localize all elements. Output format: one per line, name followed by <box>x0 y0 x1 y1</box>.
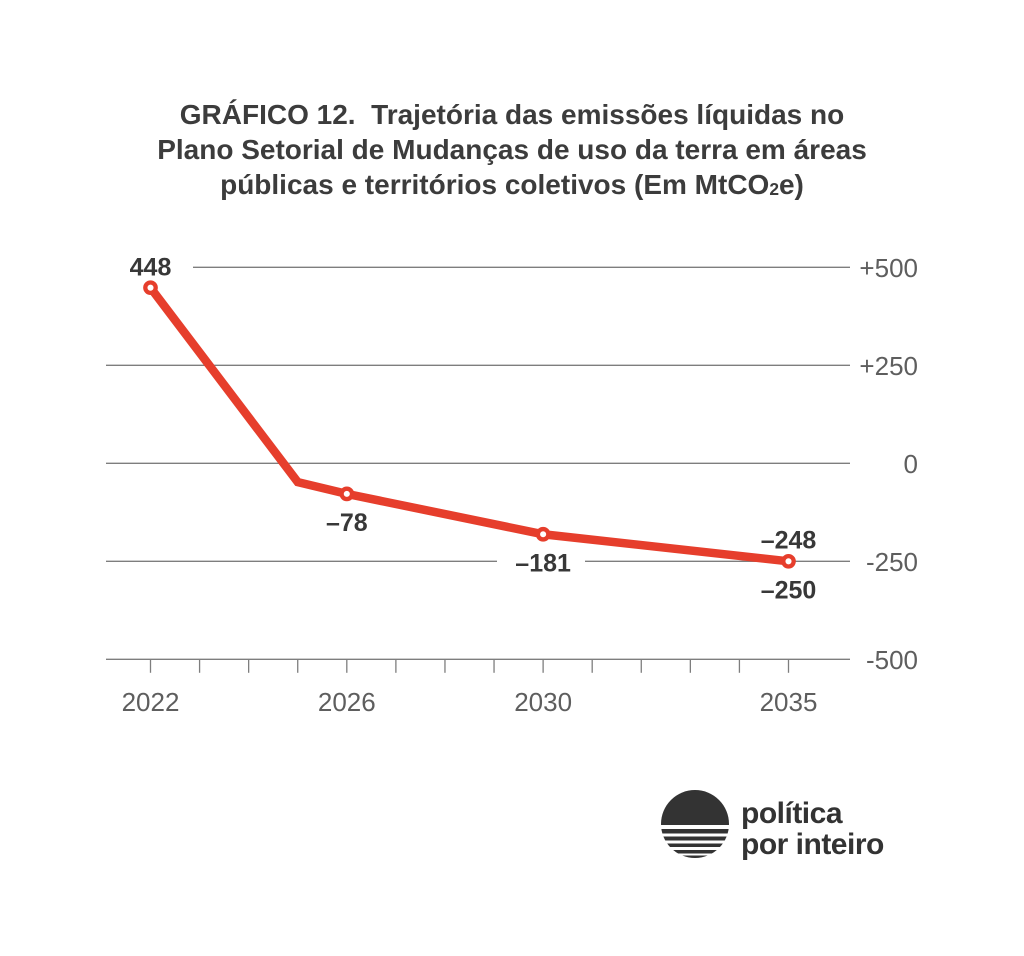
data-point-marker <box>339 486 355 502</box>
data-point-label: –250 <box>761 576 817 604</box>
chart-title-line-1: GRÁFICO 12. Trajetória das emissões líqu… <box>179 99 845 130</box>
data-point-marker <box>535 526 551 542</box>
x-axis-label: 2026 <box>318 687 376 717</box>
data-point-marker <box>781 553 796 569</box>
chart-title: GRÁFICO 12. Trajetória das emissões líqu… <box>0 97 1024 206</box>
x-axis-label: 2022 <box>122 687 180 717</box>
y-axis-label: 0 <box>904 449 918 479</box>
sun-horizon-logo-icon <box>661 790 729 858</box>
y-axis-label: +500 <box>859 253 918 283</box>
data-point-marker <box>143 280 158 296</box>
y-axis-label: +250 <box>859 351 918 381</box>
data-point-label: –78 <box>326 509 368 537</box>
data-point-label: 448 <box>130 254 172 282</box>
logo-wordmark-line-2: por inteiro <box>741 828 884 861</box>
chart-title-line-3-prefix: públicas e territórios coletivos (Em MtC… <box>220 169 770 200</box>
logo-wordmark-line-1: política <box>741 797 843 830</box>
emissions-line <box>147 285 789 566</box>
chart-title-line-3: públicas e territórios coletivos (Em MtC… <box>0 167 1024 206</box>
x-axis-label: 2035 <box>760 687 818 717</box>
data-point-label: –248 <box>761 526 817 554</box>
chart-title-line-2: Plano Setorial de Mudanças de uso da ter… <box>157 134 867 165</box>
x-axis-label: 2030 <box>514 687 572 717</box>
y-axis-label: -500 <box>866 645 918 675</box>
logo-wordmark: política por inteiro <box>741 798 884 860</box>
co2-subscript: 2 <box>769 178 779 199</box>
chart-title-line-3-suffix: e) <box>778 169 804 200</box>
data-point-label: –181 <box>515 549 571 577</box>
y-axis-label: -250 <box>866 547 918 577</box>
